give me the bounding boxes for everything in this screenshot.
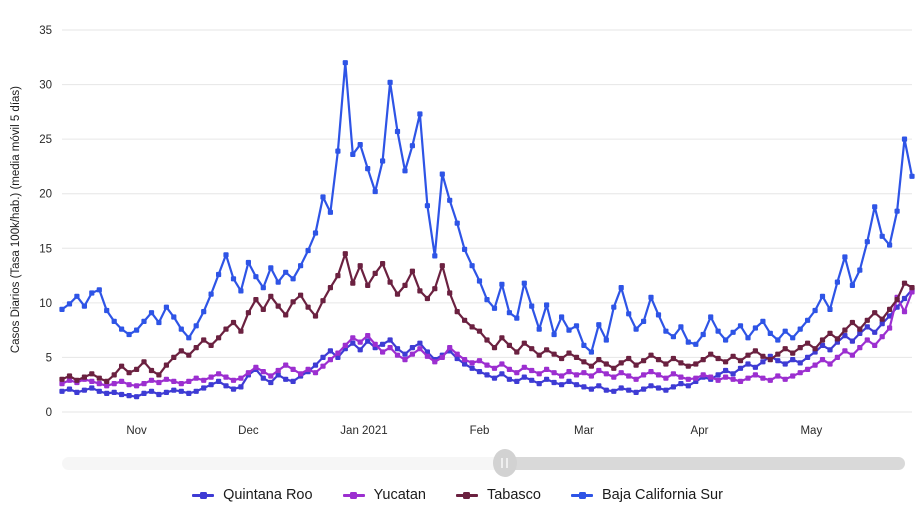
grip-icon bbox=[506, 458, 509, 468]
svg-text:Nov: Nov bbox=[126, 425, 147, 437]
grip-icon bbox=[501, 458, 504, 468]
series-yucatan bbox=[59, 289, 915, 389]
series-tabasco bbox=[59, 251, 915, 384]
svg-text:Feb: Feb bbox=[470, 425, 490, 437]
svg-text:May: May bbox=[800, 425, 822, 437]
time-range-scrollbar[interactable] bbox=[62, 449, 905, 477]
scrollbar-track-right[interactable] bbox=[504, 457, 905, 470]
svg-text:0: 0 bbox=[46, 407, 52, 419]
legend-label: Tabasco bbox=[486, 487, 541, 503]
scrollbar-handle[interactable] bbox=[492, 449, 517, 477]
svg-text:20: 20 bbox=[39, 189, 52, 201]
line-marker-icon bbox=[571, 491, 593, 499]
svg-text:Apr: Apr bbox=[691, 425, 709, 437]
line-marker-icon bbox=[342, 491, 365, 499]
series-baja-california-sur bbox=[59, 60, 915, 355]
legend-label: Quintana Roo bbox=[223, 487, 313, 503]
legend-label: Yucatan bbox=[373, 487, 426, 503]
line-marker-icon bbox=[192, 491, 215, 499]
svg-text:35: 35 bbox=[39, 25, 52, 37]
chart-svg: 0 5 10 15 20 25 30 35 Nov Dec Jan 2021 Feb Mar Apr May bbox=[39, 25, 915, 437]
svg-text:Mar: Mar bbox=[574, 425, 594, 437]
svg-text:30: 30 bbox=[39, 80, 52, 92]
legend-item-baja-california-sur[interactable]: Baja California Sur bbox=[571, 487, 723, 503]
legend: Quintana Roo Yucatan Tabasco Baja Califo… bbox=[0, 487, 915, 503]
svg-text:10: 10 bbox=[39, 298, 52, 310]
legend-item-quintana-roo[interactable]: Quintana Roo bbox=[192, 487, 313, 503]
series-quintana-roo bbox=[59, 287, 915, 400]
svg-text:25: 25 bbox=[39, 134, 52, 146]
legend-label: Baja California Sur bbox=[602, 487, 723, 503]
svg-text:Dec: Dec bbox=[238, 425, 259, 437]
legend-item-tabasco[interactable]: Tabasco bbox=[455, 487, 541, 503]
line-marker-icon bbox=[455, 491, 478, 499]
svg-text:5: 5 bbox=[46, 352, 52, 364]
scrollbar-track-left[interactable] bbox=[62, 457, 505, 470]
svg-text:Jan 2021: Jan 2021 bbox=[340, 425, 387, 437]
legend-item-yucatan[interactable]: Yucatan bbox=[342, 487, 426, 503]
x-axis-labels: Nov Dec Jan 2021 Feb Mar Apr May bbox=[126, 425, 822, 437]
svg-text:15: 15 bbox=[39, 243, 52, 255]
